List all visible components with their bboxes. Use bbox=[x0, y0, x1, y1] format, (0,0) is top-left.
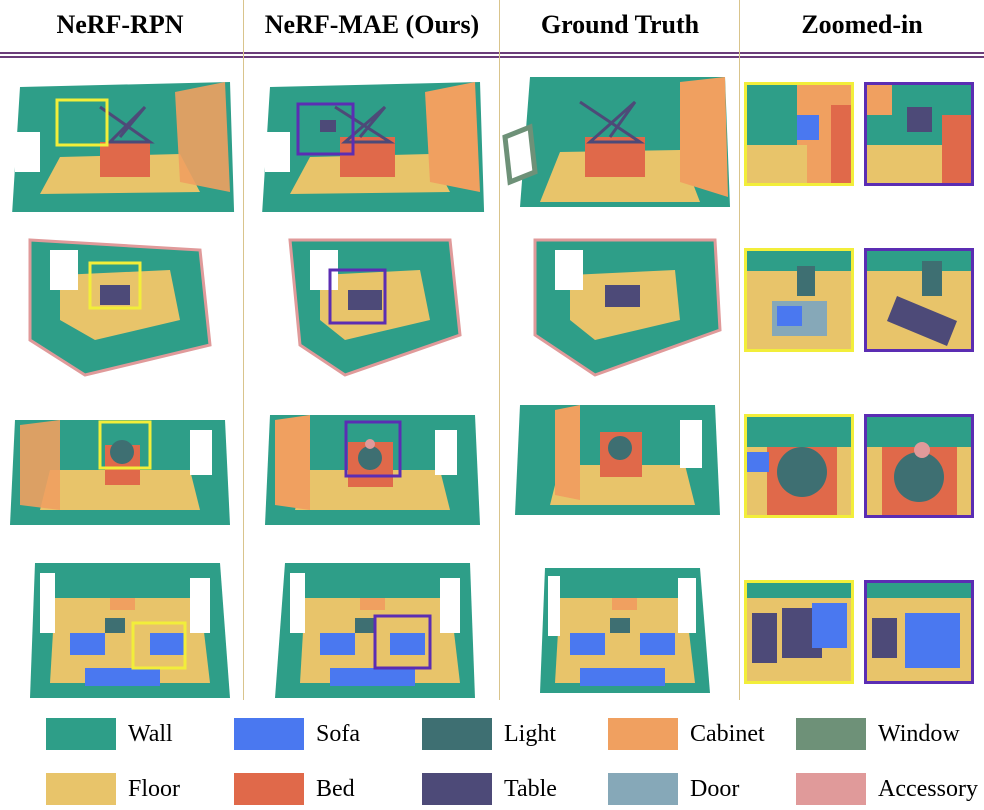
legend-swatch-window bbox=[796, 718, 866, 750]
scene-nerf-mae-row2 bbox=[288, 238, 462, 377]
legend-swatch-door bbox=[608, 773, 678, 805]
header-rule-bottom bbox=[0, 56, 984, 58]
figure-header: NeRF-RPN NeRF-MAE (Ours) Ground Truth Zo… bbox=[0, 0, 984, 50]
legend-swatch-cabinet bbox=[608, 718, 678, 750]
zoom-nerf-mae-row2 bbox=[864, 248, 974, 352]
column-title-nerf-rpn: NeRF-RPN bbox=[56, 10, 184, 39]
zoom-nerf-rpn-row4 bbox=[744, 580, 854, 684]
scene-nerf-rpn-row4 bbox=[30, 563, 230, 698]
scene-ground-truth-row2 bbox=[533, 238, 722, 377]
zoom-nerf-rpn-row1 bbox=[744, 82, 854, 186]
legend-label-cabinet: Cabinet bbox=[690, 721, 765, 747]
scene-ground-truth-row4 bbox=[540, 568, 710, 693]
column-title-nerf-mae: NeRF-MAE (Ours) bbox=[264, 10, 480, 39]
column-title-ground-truth: Ground Truth bbox=[540, 10, 700, 39]
legend-swatch-table bbox=[422, 773, 492, 805]
scene-nerf-rpn-row1 bbox=[12, 82, 235, 212]
scene-ground-truth-row3 bbox=[515, 405, 720, 515]
zoom-nerf-mae-row4 bbox=[864, 580, 974, 684]
legend-label-window: Window bbox=[878, 721, 960, 747]
scene-ground-truth-row1 bbox=[502, 77, 730, 207]
column-divider-2 bbox=[499, 0, 500, 700]
legend-label-table: Table bbox=[504, 776, 557, 802]
legend-label-wall: Wall bbox=[128, 721, 173, 747]
legend-swatch-sofa bbox=[234, 718, 304, 750]
legend-swatch-wall bbox=[46, 718, 116, 750]
legend-label-door: Door bbox=[690, 776, 740, 802]
zoom-nerf-rpn-row3 bbox=[744, 414, 854, 518]
legend-label-floor: Floor bbox=[128, 776, 181, 802]
column-divider-1 bbox=[243, 0, 244, 700]
scene-nerf-rpn-row3 bbox=[10, 420, 230, 525]
scene-nerf-mae-row3 bbox=[265, 415, 480, 525]
scene-nerf-mae-row4 bbox=[275, 563, 475, 698]
legend-swatch-accessory bbox=[796, 773, 866, 805]
legend-label-light: Light bbox=[504, 721, 556, 747]
legend-label-bed: Bed bbox=[316, 776, 355, 802]
zoom-nerf-rpn-row2 bbox=[744, 248, 854, 352]
zoom-nerf-mae-row1 bbox=[864, 82, 974, 186]
legend-swatch-bed bbox=[234, 773, 304, 805]
header-rule-top bbox=[0, 52, 984, 54]
legend-label-sofa: Sofa bbox=[316, 721, 360, 747]
legend-label-accessory: Accessory bbox=[878, 776, 978, 802]
scene-nerf-rpn-row2 bbox=[28, 238, 212, 377]
column-title-zoomed-in: Zoomed-in bbox=[801, 10, 923, 39]
legend-swatch-light bbox=[422, 718, 492, 750]
scene-nerf-mae-row1 bbox=[262, 82, 485, 212]
column-divider-3 bbox=[739, 0, 740, 700]
zoom-nerf-mae-row3 bbox=[864, 414, 974, 518]
legend-swatch-floor bbox=[46, 773, 116, 805]
